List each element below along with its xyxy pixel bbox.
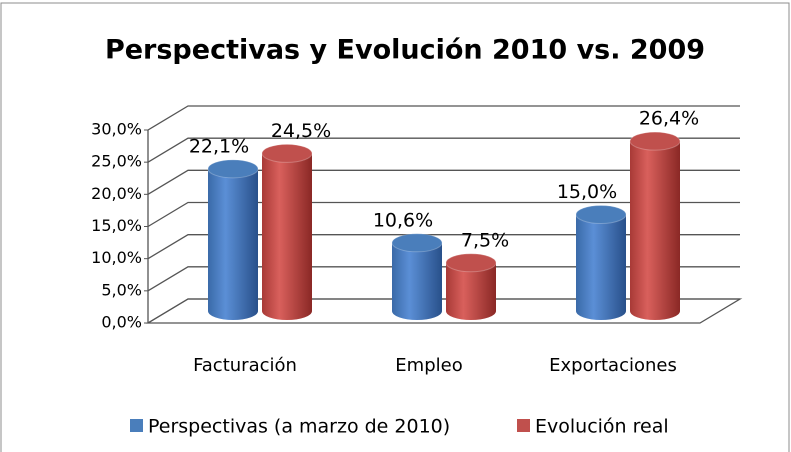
data-label: 26,4%	[639, 108, 699, 130]
x-tick-label: Exportaciones	[549, 355, 677, 376]
legend-swatch	[130, 419, 143, 432]
y-tick-label: 15,0%	[91, 216, 142, 235]
y-tick-label: 25,0%	[91, 152, 142, 171]
bar-top	[391, 233, 443, 253]
legend-label: Perspectivas (a marzo de 2010)	[148, 416, 450, 438]
data-label: 10,6%	[373, 209, 433, 231]
grid-line	[147, 234, 740, 260]
y-tick-label: 30,0%	[91, 120, 142, 139]
grid-line	[147, 169, 740, 195]
chart-title: Perspectivas y Evolución 2010 vs. 2009	[105, 35, 705, 66]
y-tick-label: 20,0%	[91, 184, 142, 203]
legend-label: Evolución real	[535, 416, 669, 438]
grid-line	[147, 105, 740, 131]
y-tick-label: 10,0%	[91, 248, 142, 267]
data-label: 24,5%	[271, 120, 331, 142]
plot-area: 0,0% 5,0% 10,0% 15,0% 20,0% 25,0% 30,0% Factura…	[91, 105, 743, 376]
grid-line	[147, 298, 740, 324]
grid-line	[147, 266, 740, 292]
bar-top	[575, 205, 627, 224]
bar	[262, 153, 312, 320]
bar-top	[629, 131, 681, 151]
legend-swatch	[517, 419, 530, 432]
bar	[392, 242, 442, 320]
y-tick-label: 5,0%	[101, 280, 142, 299]
bar-top	[445, 253, 497, 273]
x-tick-label: Empleo	[395, 355, 462, 376]
grid-line	[147, 201, 740, 228]
bar	[576, 214, 626, 320]
bar	[630, 141, 680, 320]
y-tick-label: 0,0%	[101, 313, 142, 332]
data-label: 22,1%	[189, 135, 249, 157]
data-label: 15,0%	[557, 181, 617, 203]
bar-top	[207, 159, 259, 179]
x-tick-label: Facturación	[193, 355, 297, 376]
bar-top	[261, 143, 313, 163]
grid-line	[147, 137, 740, 163]
bar	[208, 168, 258, 320]
bar	[446, 262, 496, 320]
data-label: 7,5%	[461, 229, 509, 251]
